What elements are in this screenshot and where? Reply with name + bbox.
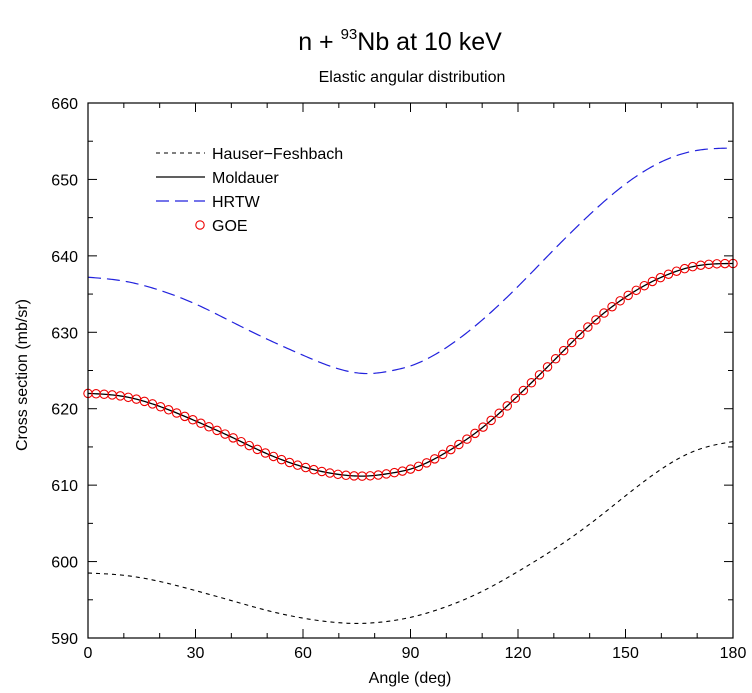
goe-point: [575, 329, 585, 340]
y-tick-label: 650: [51, 172, 78, 189]
legend-label: Moldauer: [212, 170, 279, 187]
goe-point: [526, 377, 537, 388]
legend-label: HRTW: [212, 194, 261, 211]
plot-area: 0 30 60 90 120 150 180 590 600 610 620 630 640 650 660: [51, 96, 746, 662]
x-tick-label: 90: [402, 645, 420, 662]
goe-point: [486, 415, 496, 426]
goe-point: [220, 429, 230, 439]
goe-point: [550, 354, 561, 364]
goe-point: [583, 322, 593, 332]
y-tick-label: 600: [51, 555, 78, 572]
goe-point: [518, 385, 529, 396]
goe-point: [615, 296, 625, 306]
goe-point: [655, 272, 666, 283]
goe-point: [421, 458, 432, 468]
x-tick-label: 30: [187, 645, 205, 662]
x-tick-label: 120: [505, 645, 532, 662]
chart-title-prefix: n +: [298, 28, 340, 56]
x-axis-label: Angle (deg): [369, 670, 452, 687]
y-tick-label: 590: [51, 631, 78, 648]
goe-point: [212, 425, 222, 436]
goe-point: [147, 399, 158, 409]
goe-point: [607, 301, 617, 312]
goe-point: [268, 451, 279, 462]
goe-point: [228, 433, 238, 443]
goe-point: [163, 405, 174, 415]
series-hauser-feshbach-line: [87, 441, 734, 625]
goe-point: [470, 428, 480, 439]
goe-point: [236, 436, 246, 447]
goe-point: [663, 269, 674, 279]
goe-point: [647, 276, 658, 287]
goe-point: [252, 444, 263, 455]
goe-point: [429, 454, 440, 464]
x-tick-label: 60: [294, 645, 312, 662]
y-tick-label: 640: [51, 249, 78, 266]
goe-point: [188, 415, 198, 425]
legend: Hauser−Feshbach Moldauer HRTW GOE: [156, 146, 343, 235]
goe-point: [631, 285, 641, 296]
x-tick-label: 180: [720, 645, 747, 662]
y-tick-label: 630: [51, 325, 78, 342]
legend-entry: GOE: [195, 218, 248, 235]
goe-point: [437, 449, 448, 460]
goe-point: [260, 448, 271, 458]
goe-point: [171, 408, 182, 418]
legend-entry: HRTW: [156, 194, 261, 211]
chart-title-suffix: Nb at 10 keV: [357, 28, 502, 56]
goe-point: [276, 454, 287, 465]
goe-point: [566, 337, 577, 348]
series-moldauer-line: [87, 262, 734, 477]
goe-point: [510, 393, 521, 404]
goe-point: [502, 401, 512, 411]
legend-entry: Hauser−Feshbach: [156, 146, 343, 163]
goe-point: [413, 461, 424, 472]
goe-point: [623, 290, 633, 301]
x-tick-label: 150: [612, 645, 639, 662]
goe-point: [204, 422, 214, 432]
goe-point: [454, 439, 464, 450]
chart-subtitle: Elastic angular distribution: [319, 69, 506, 86]
goe-point: [155, 401, 166, 412]
series-goe-markers: [83, 258, 738, 481]
goe-point: [244, 440, 255, 451]
goe-point: [180, 411, 190, 422]
goe-point: [639, 280, 650, 291]
legend-label: Hauser−Feshbach: [212, 146, 343, 163]
goe-point: [446, 444, 456, 455]
goe-point: [558, 345, 569, 356]
goe-point: [591, 315, 601, 325]
legend-swatch-goe: [195, 220, 205, 230]
goe-point: [478, 422, 488, 432]
chart-title: n + 93Nb at 10 keV: [298, 26, 502, 56]
plot-frame: [87, 102, 734, 639]
chart-title-superscript: 93: [341, 26, 358, 43]
y-tick-label: 620: [51, 402, 78, 419]
goe-point: [462, 434, 472, 444]
goe-point: [494, 408, 504, 419]
legend-entry: Moldauer: [156, 170, 279, 187]
x-tick-label: 0: [84, 645, 93, 662]
legend-label: GOE: [212, 218, 248, 235]
goe-point: [599, 308, 609, 318]
y-axis-label: Cross section (mb/sr): [14, 299, 31, 451]
goe-point: [534, 370, 545, 380]
y-tick-label: 660: [51, 96, 78, 113]
goe-point: [196, 418, 206, 429]
goe-point: [542, 362, 553, 372]
series-hrtw-line: [87, 147, 734, 375]
y-tick-label: 610: [51, 478, 78, 495]
